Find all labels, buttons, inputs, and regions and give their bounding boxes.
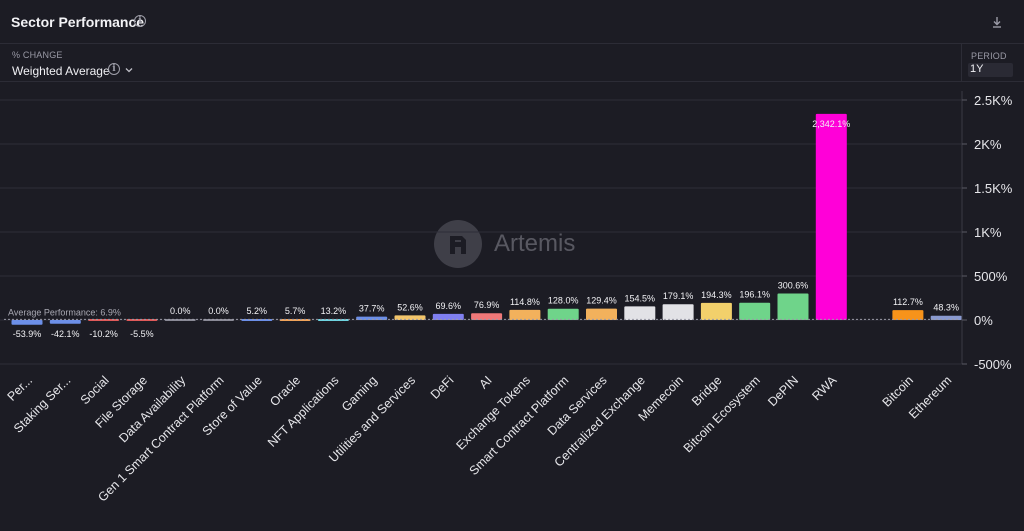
bar[interactable] [509, 309, 541, 320]
metric-select[interactable]: Weighted Average [12, 64, 110, 78]
x-tick-label: AI [476, 373, 494, 391]
bar-value-label: 196.1% [739, 290, 770, 300]
average-line: Average Performance: 6.9% [4, 307, 958, 320]
x-tick-label: DePIN [765, 373, 801, 409]
average-label: Average Performance: 6.9% [8, 307, 121, 317]
panel-header: Sector Performance i [0, 0, 1024, 44]
bar[interactable] [394, 315, 426, 320]
bar[interactable] [279, 319, 311, 321]
bar-value-label: 300.6% [778, 281, 809, 291]
bar-value-label: 48.3% [933, 303, 959, 313]
bar-value-label: -53.9% [13, 329, 42, 339]
bar[interactable] [777, 293, 809, 320]
bars [11, 113, 962, 325]
bar-value-label: -42.1% [51, 329, 80, 339]
bar-value-label: 52.6% [397, 302, 423, 312]
bar-value-label: 129.4% [586, 296, 617, 306]
bar[interactable] [49, 320, 81, 324]
metric-label: % CHANGE [12, 50, 63, 60]
bar[interactable] [662, 304, 694, 320]
bar[interactable] [586, 308, 617, 320]
y-tick-label: 2K% [974, 137, 1002, 152]
bar-value-label: 0.0% [170, 306, 191, 316]
period-control: PERIOD [961, 44, 1024, 82]
x-tick-label: Bitcoin [880, 373, 916, 409]
x-tick-label: RWA [809, 373, 840, 404]
bar-value-label: 0.0% [208, 306, 229, 316]
y-tick-label: -500% [974, 357, 1012, 372]
period-value: 1Y [970, 63, 984, 75]
y-tick-label: 0% [974, 313, 993, 328]
x-tick-label: Social [78, 373, 112, 407]
bar-value-label: -5.5% [130, 329, 154, 339]
x-tick-label: Data Availability [116, 373, 189, 446]
x-tick-label: DeFi [428, 373, 457, 402]
bar[interactable] [203, 319, 234, 321]
watermark-text: Artemis [494, 230, 576, 257]
bar-value-label: 2,342.1% [812, 119, 850, 129]
bar-value-label: 5.2% [247, 306, 268, 316]
y-tick-label: 2.5K% [974, 93, 1013, 108]
y-tick-label: 500% [974, 269, 1008, 284]
bar-value-label: 112.7% [893, 297, 923, 307]
bar[interactable] [356, 316, 388, 320]
bar-value-label: 128.0% [548, 296, 579, 306]
y-tick-label: 1.5K% [974, 181, 1013, 196]
bar[interactable] [892, 310, 924, 320]
bar-value-label: 76.9% [474, 300, 500, 310]
chevron-down-icon[interactable] [125, 66, 133, 74]
bar-value-labels: -53.9% -42.1% -10.2% -5.5% 0.0% 0.0% 5.2% 5.7% 1… [13, 119, 959, 339]
panel-title: Sector Performance [11, 14, 145, 30]
bar-chart: -53.9% -42.1% -10.2% -5.5% 0.0% 0.0% 5.2% 5.7% 1… [0, 91, 1013, 505]
metric-info-icon[interactable]: i [108, 63, 120, 75]
bar-value-label: 194.3% [701, 290, 732, 300]
bar-value-label: -10.2% [89, 329, 118, 339]
bar[interactable] [815, 113, 847, 320]
y-tick-label: 1K% [974, 225, 1002, 240]
bar[interactable] [471, 313, 503, 320]
bar[interactable] [700, 302, 732, 320]
bar-value-label: 114.8% [510, 297, 540, 307]
period-select[interactable]: 1Y [968, 63, 1013, 77]
x-tick-label: Per... [5, 373, 36, 404]
bar[interactable] [547, 308, 579, 320]
chart-controls: % CHANGE Weighted Average i [0, 44, 1024, 82]
download-icon[interactable] [990, 15, 1004, 29]
bar[interactable] [432, 313, 464, 320]
bar-value-label: 5.7% [285, 306, 306, 316]
bar-value-label: 13.2% [321, 306, 347, 316]
bar[interactable] [739, 302, 771, 320]
y-axis: 2.5K% 2K% 1.5K% 1K% 500% 0% -500% [961, 91, 1013, 372]
bar-value-label: 154.5% [625, 293, 656, 303]
info-icon[interactable]: i [134, 15, 146, 27]
x-tick-label: Oracle [267, 373, 303, 409]
bar[interactable] [11, 320, 43, 325]
bar-value-label: 37.7% [359, 304, 385, 314]
x-tick-label: NFT Applications [265, 373, 342, 450]
bar-value-label: 179.1% [663, 291, 694, 301]
bar[interactable] [88, 319, 120, 321]
period-label: PERIOD [971, 51, 1007, 61]
x-tick-label: Bridge [689, 373, 724, 408]
bar-value-label: 69.6% [436, 301, 462, 311]
bar[interactable] [624, 306, 656, 320]
